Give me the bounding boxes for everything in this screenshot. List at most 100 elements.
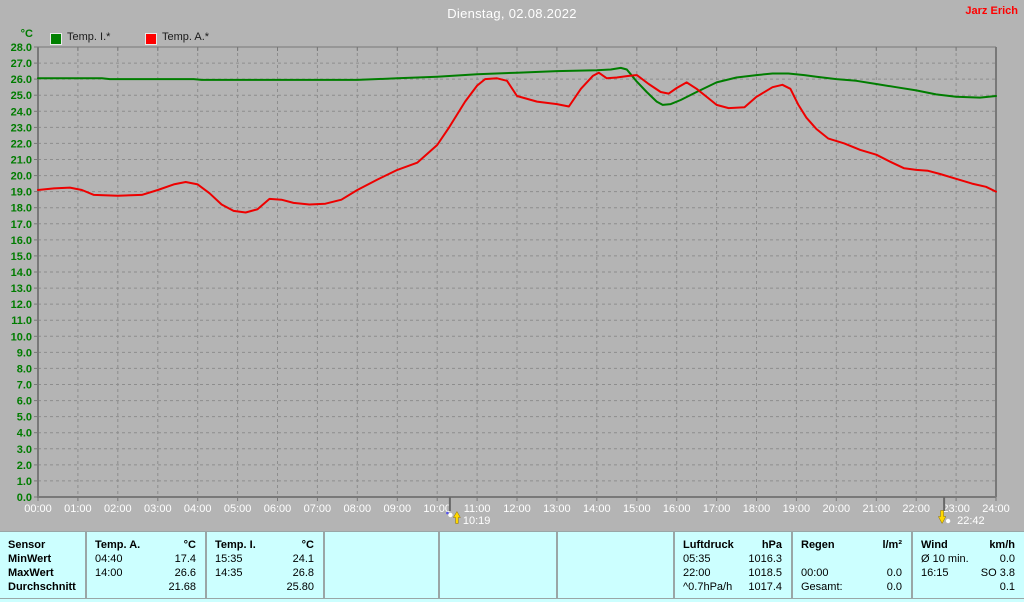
table-row: Regen l/m² [793, 538, 911, 552]
x-axis-tick-label: 22:00 [902, 503, 930, 515]
legend-swatch-temp-i [50, 33, 62, 45]
x-axis-tick-label: 06:00 [264, 503, 292, 515]
y-axis-tick-label: 2.0 [17, 460, 32, 472]
y-axis-tick-label: 20.0 [11, 171, 32, 183]
y-axis-tick-label: 21.0 [11, 155, 32, 167]
cell-value: 26.6 [174, 567, 196, 579]
x-axis-tick-label: 12:00 [503, 503, 531, 515]
cell-label: MinWert [8, 553, 52, 565]
x-axis-tick-label: 19:00 [783, 503, 811, 515]
x-axis-tick-label: 23:00 [942, 503, 970, 515]
table-row: 15:35 24.1 [207, 552, 323, 566]
cell-label: MaxWert [8, 567, 54, 579]
x-axis-tick-label: 01:00 [64, 503, 92, 515]
time-marker-10-19[interactable]: 10:19 [446, 497, 490, 527]
cell-label: ^0.7hPa/h [683, 581, 733, 593]
time-marker-22-42[interactable]: 22:42 [937, 497, 985, 527]
x-axis-tick-label: 14:00 [583, 503, 611, 515]
cell-label: Temp. I. [215, 539, 256, 551]
y-axis-tick-label: 13.0 [11, 283, 32, 295]
x-axis-tick-label: 09:00 [384, 503, 412, 515]
x-axis-tick-label: 11:00 [464, 503, 491, 515]
table-row: Luftdruck hPa [675, 538, 791, 552]
table-row: Durchschnitt [0, 580, 85, 594]
cell-label: Durchschnitt [8, 581, 76, 593]
table-column-empty [440, 532, 558, 599]
cell-value: 0.0 [886, 567, 902, 579]
y-axis-tick-label: 25.0 [11, 90, 32, 102]
flash-up-icon [452, 511, 461, 524]
x-axis-tick-label: 17:00 [703, 503, 731, 515]
cell-value: 25.80 [286, 581, 314, 593]
table-row: Temp. A. °C [87, 538, 205, 552]
table-row: Gesamt: 0.0 [793, 580, 911, 594]
table-row: MaxWert [0, 566, 85, 580]
y-axis-tick-label: 17.0 [11, 219, 32, 231]
cell-value: 21.68 [168, 581, 196, 593]
table-row [440, 538, 556, 552]
table-row [558, 552, 673, 566]
table-row: Temp. I. °C [207, 538, 323, 552]
y-axis-tick-label: 23.0 [11, 122, 32, 134]
table-row [440, 580, 556, 594]
y-axis-tick-label: 27.0 [11, 58, 32, 70]
x-axis-tick-label: 15:00 [623, 503, 651, 515]
cell-label: Gesamt: [801, 581, 843, 593]
x-axis-tick-label: 16:00 [663, 503, 691, 515]
cell-value: hPa [761, 539, 782, 551]
y-axis-tick-label: 18.0 [11, 203, 32, 215]
table-row: ^0.7hPa/h 1017.4 [675, 580, 791, 594]
temp-a-series-line [37, 71, 997, 214]
cell-label: Ø 10 min. [921, 553, 969, 565]
cell-value: °C [301, 539, 314, 551]
cell-label: Wind [921, 539, 948, 551]
cell-value: km/h [989, 539, 1015, 551]
cell-label: Temp. A. [95, 539, 141, 551]
y-axis-tick-label: 0.0 [17, 492, 32, 504]
flash-down-icon [937, 510, 947, 525]
chart-plot-area[interactable] [38, 47, 996, 497]
y-axis-tick-label: 16.0 [11, 235, 32, 247]
y-axis-tick-label: 4.0 [17, 428, 32, 440]
marker-time-label: 22:42 [957, 515, 985, 527]
y-axis-tick-label: 3.0 [17, 444, 32, 456]
y-axis-tick-label: 22.0 [11, 138, 32, 150]
table-row: 0.1 [913, 580, 1024, 594]
y-axis-tick-label: 14.0 [11, 267, 32, 279]
cell-label: Sensor [8, 539, 46, 551]
table-row [440, 552, 556, 566]
table-row [793, 552, 911, 566]
cell-value: °C [183, 539, 196, 551]
table-row: 14:35 26.8 [207, 566, 323, 580]
cell-label: 00:00 [801, 567, 829, 579]
cell-label: 22:00 [683, 567, 711, 579]
table-column-temp-a-: Temp. A. °C 04:40 17.4 14:00 26.6 21.68 [87, 532, 207, 599]
table-row [558, 566, 673, 580]
table-column-luftdruck: Luftdruck hPa 05:35 1016.3 22:00 1018.5 ^0.7hP… [675, 532, 793, 599]
table-column-regen: Regen l/m² 00:00 0.0 Gesamt: 0.0 [793, 532, 913, 599]
table-row: 05:35 1016.3 [675, 552, 791, 566]
table-column-row-labels: Sensor MinWert MaxWert Durchschnitt [0, 532, 87, 599]
legend-swatch-temp-a [145, 33, 157, 45]
cell-label: 05:35 [683, 553, 711, 565]
table-row [440, 566, 556, 580]
table-column-empty [325, 532, 440, 599]
cell-value: 0.1 [999, 581, 1015, 593]
y-axis-tick-label: 1.0 [17, 476, 32, 488]
x-axis-tick-label: 24:00 [982, 503, 1010, 515]
table-row [325, 566, 438, 580]
temperature-chart[interactable]: 0.0 1.0 2.0 3.0 4.0 5.0 6.0 7.0 8.0 9.0 10.0 11.0 12… [0, 0, 1024, 536]
x-axis-tick-label: 18:00 [743, 503, 771, 515]
cell-value: 1016.3 [748, 553, 782, 565]
table-row: 22:00 1018.5 [675, 566, 791, 580]
statistics-table: Sensor MinWert MaxWert Durchschnitt Temp. A.… [0, 531, 1024, 602]
y-axis-tick-label: 6.0 [17, 396, 32, 408]
table-row [325, 552, 438, 566]
table-row [325, 538, 438, 552]
cell-label: 04:40 [95, 553, 123, 565]
x-axis-tick-label: 21:00 [863, 503, 891, 515]
table-row [325, 580, 438, 594]
cell-label: 14:00 [95, 567, 123, 579]
table-column-wind: Wind km/h Ø 10 min. 0.0 16:15 SO 3.8 0.1 [913, 532, 1024, 599]
